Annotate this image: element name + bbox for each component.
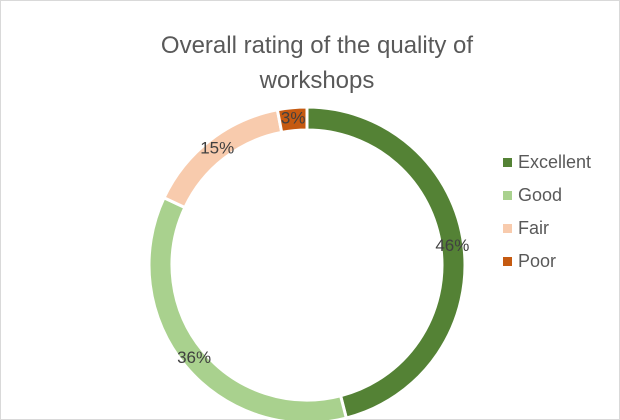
donut-segment [162, 108, 284, 210]
legend-label: Good [518, 185, 562, 205]
chart-title: Overall rating of the quality of worksho… [160, 32, 474, 94]
data-label: 15% [200, 139, 234, 158]
legend-marker [503, 257, 512, 266]
legend-marker [503, 158, 512, 167]
legend-label: Excellent [518, 152, 591, 172]
donut-segment [305, 105, 467, 420]
legend-marker [503, 224, 512, 233]
donut-segment [275, 105, 309, 135]
data-label: 36% [177, 348, 211, 367]
data-label: 46% [435, 236, 469, 255]
legend-marker [503, 191, 512, 200]
legend-label: Fair [518, 218, 549, 238]
legend-label: Poor [518, 251, 556, 271]
data-label: 3% [281, 109, 306, 128]
donut-segment [147, 195, 349, 420]
